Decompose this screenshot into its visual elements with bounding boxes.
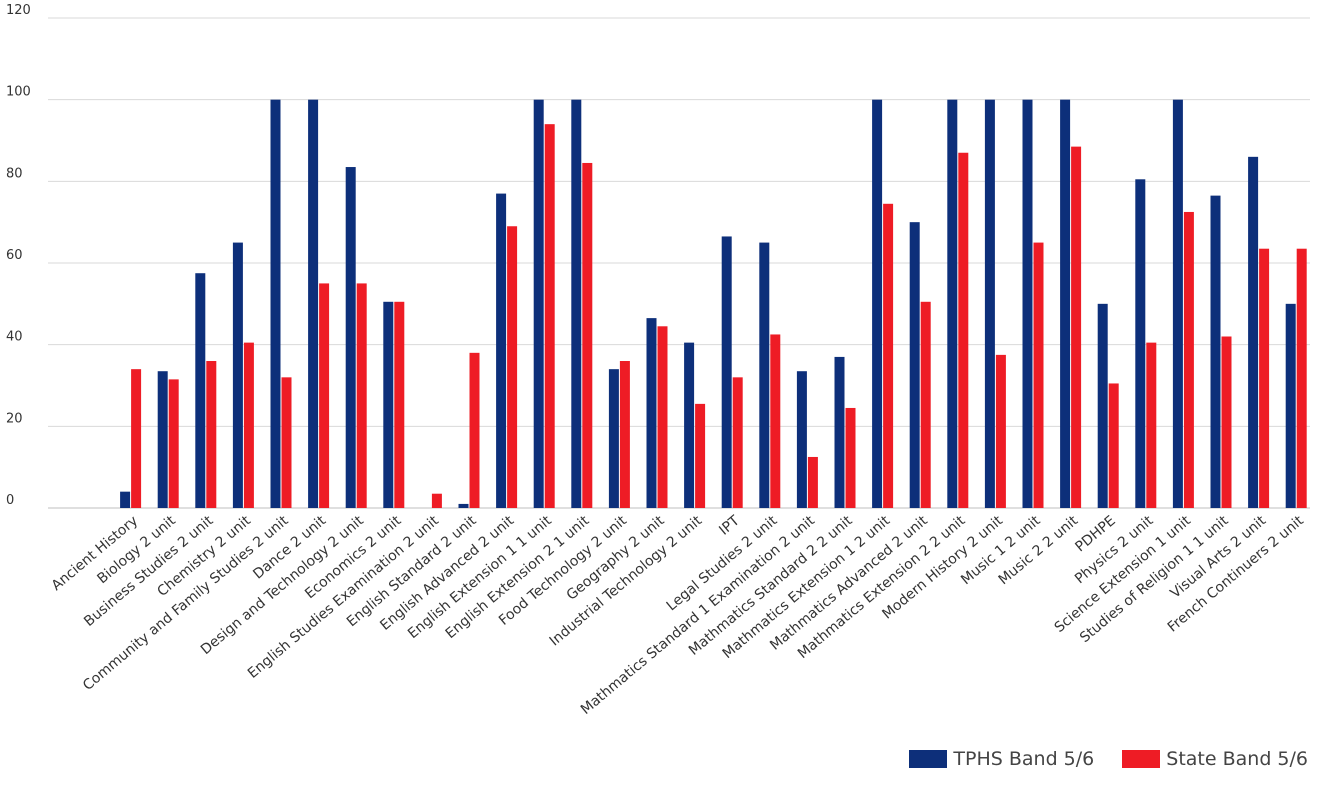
legend: TPHS Band 5/6 State Band 5/6 — [909, 748, 1308, 770]
bar-tphs — [232, 242, 243, 509]
bar-state — [1296, 248, 1307, 509]
bar-state — [1183, 211, 1194, 509]
x-category-label: IPT — [716, 513, 743, 539]
bar-state — [431, 493, 442, 508]
bar-tphs — [684, 342, 695, 508]
bar-state — [958, 152, 969, 508]
bar-state — [206, 361, 217, 508]
bar-tphs — [1210, 195, 1221, 508]
bar-tphs — [1022, 99, 1033, 509]
bar-tphs — [1172, 99, 1183, 509]
bars — [120, 99, 1307, 509]
bar-tphs — [1060, 99, 1071, 509]
bar-state — [770, 334, 781, 508]
bar-tphs — [1248, 156, 1259, 509]
bar-tphs — [834, 356, 845, 508]
bar-state — [394, 301, 405, 508]
legend-swatch-state — [1122, 750, 1161, 768]
bar-state — [1071, 146, 1082, 508]
bar-tphs — [1135, 179, 1146, 508]
y-tick-label: 40 — [6, 330, 23, 345]
y-tick-label: 0 — [6, 493, 14, 508]
bar-tphs — [759, 242, 770, 509]
legend-item-state: State Band 5/6 — [1122, 748, 1308, 770]
bar-tphs — [383, 301, 394, 508]
bar-state — [356, 283, 367, 508]
y-tick-label: 80 — [6, 166, 23, 181]
bar-tphs — [872, 99, 883, 509]
bar-state — [695, 403, 706, 508]
bar-state — [243, 342, 254, 508]
bar-state — [131, 369, 142, 508]
bar-tphs — [120, 491, 131, 508]
bar-tphs — [1285, 303, 1296, 508]
bar-state — [845, 407, 856, 508]
bar-state — [582, 162, 593, 509]
bar-tphs — [796, 371, 807, 508]
bar-tphs — [270, 99, 281, 509]
bar-tphs — [947, 99, 958, 509]
bar-state — [469, 352, 480, 508]
bar-tphs — [721, 236, 732, 509]
bar-state — [1221, 336, 1232, 508]
legend-label-state: State Band 5/6 — [1166, 748, 1308, 770]
bar-state — [1259, 248, 1270, 509]
bar-tphs — [909, 222, 920, 508]
bar-state — [507, 226, 518, 508]
bar-tphs — [195, 273, 206, 508]
bar-state — [319, 283, 330, 508]
bar-state — [807, 456, 818, 508]
bar-tphs — [608, 369, 619, 508]
bar-tphs — [345, 167, 356, 508]
legend-label-tphs: TPHS Band 5/6 — [953, 748, 1095, 770]
bar-state — [920, 301, 931, 508]
bar-tphs — [1097, 303, 1108, 508]
bar-tphs — [533, 99, 544, 509]
bar-state — [281, 377, 292, 508]
y-tick-label: 60 — [6, 248, 23, 263]
legend-swatch-tphs — [909, 750, 948, 768]
bar-state — [619, 361, 630, 508]
bar-state — [995, 354, 1006, 508]
bar-state — [732, 377, 743, 508]
y-tick-label: 20 — [6, 411, 23, 426]
y-tick-label: 120 — [6, 3, 31, 18]
bar-state — [168, 379, 179, 508]
gridlines — [48, 17, 1310, 509]
bar-tphs — [571, 99, 582, 509]
y-axis-tick-labels: 0 20 40 60 80 100 120 — [6, 3, 31, 508]
y-tick-label: 100 — [6, 85, 31, 100]
bar-tphs — [984, 99, 995, 509]
bar-state — [657, 326, 668, 508]
bar-tphs — [308, 99, 319, 509]
bar-state — [883, 203, 894, 508]
bar-state — [1033, 242, 1044, 509]
bar-tphs — [157, 371, 168, 508]
bar-state — [1146, 342, 1157, 508]
bar-tphs — [458, 503, 469, 508]
bar-tphs — [646, 318, 657, 508]
legend-item-tphs: TPHS Band 5/6 — [909, 748, 1094, 770]
bar-tphs — [496, 193, 507, 509]
bar-state — [1108, 383, 1119, 508]
bar-state — [544, 124, 555, 509]
